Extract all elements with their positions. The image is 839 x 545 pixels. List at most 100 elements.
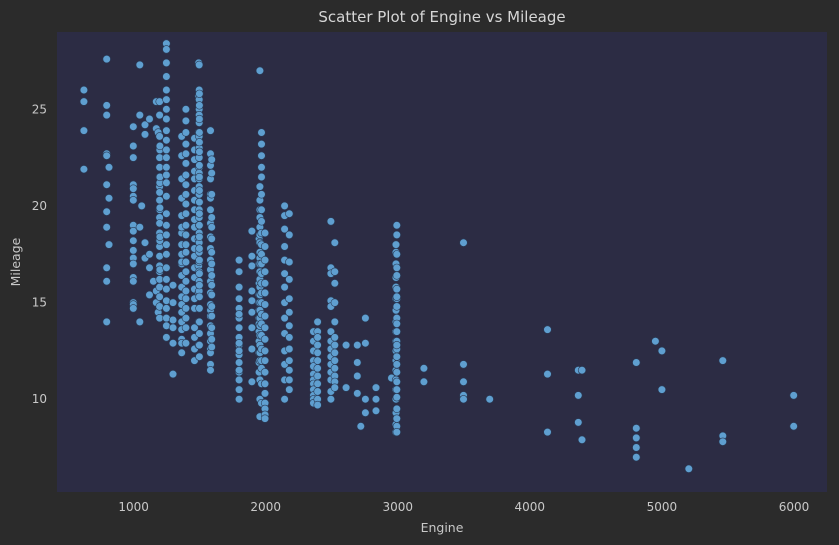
data-point xyxy=(356,422,365,431)
data-point xyxy=(207,213,216,222)
data-point xyxy=(419,364,429,373)
data-point xyxy=(392,250,401,259)
data-point xyxy=(392,404,401,414)
data-point xyxy=(207,259,216,269)
data-point xyxy=(313,348,322,357)
data-point xyxy=(260,267,270,276)
data-point xyxy=(195,244,204,253)
data-point xyxy=(155,314,164,323)
data-point xyxy=(207,323,216,332)
data-point xyxy=(162,136,171,145)
data-point xyxy=(353,358,362,367)
data-point xyxy=(181,209,190,218)
data-point xyxy=(361,339,370,348)
data-point xyxy=(181,159,190,168)
data-point xyxy=(285,385,294,394)
data-point xyxy=(195,161,204,170)
data-point xyxy=(181,304,190,313)
data-point xyxy=(206,366,215,375)
data-point xyxy=(195,60,204,70)
data-point xyxy=(207,290,216,300)
data-point xyxy=(177,348,186,357)
data-point xyxy=(285,344,294,354)
data-point xyxy=(459,238,468,247)
data-point xyxy=(162,240,171,249)
data-point xyxy=(155,97,164,106)
x-tick-label: 3000 xyxy=(383,500,414,514)
data-point xyxy=(235,366,244,375)
data-point xyxy=(207,155,216,164)
data-point xyxy=(342,341,351,350)
data-point xyxy=(235,283,244,292)
data-point xyxy=(285,321,294,330)
data-point xyxy=(181,190,190,199)
data-point xyxy=(207,302,216,311)
data-point xyxy=(207,271,216,280)
data-point xyxy=(285,366,294,375)
data-point xyxy=(195,114,204,124)
data-point xyxy=(330,333,339,342)
data-point xyxy=(181,257,190,267)
data-point xyxy=(181,116,190,125)
data-point xyxy=(129,277,138,286)
data-point xyxy=(181,314,190,323)
data-point xyxy=(313,356,322,365)
data-point xyxy=(260,228,270,238)
data-point xyxy=(181,199,190,209)
data-point xyxy=(195,198,204,207)
data-point xyxy=(260,379,270,388)
data-point xyxy=(162,85,171,95)
data-point xyxy=(342,383,351,392)
data-point xyxy=(235,339,244,348)
data-point xyxy=(168,298,178,307)
data-point xyxy=(392,377,401,386)
data-point xyxy=(168,315,178,325)
data-point xyxy=(285,209,294,218)
data-point xyxy=(129,304,138,313)
data-point xyxy=(361,314,370,323)
data-point xyxy=(285,356,294,365)
data-point xyxy=(392,263,401,272)
data-point xyxy=(285,308,294,317)
data-point xyxy=(195,147,204,156)
data-point xyxy=(207,234,216,243)
data-point xyxy=(313,364,322,373)
data-point xyxy=(140,130,150,139)
data-point xyxy=(260,368,270,377)
data-point xyxy=(207,223,216,232)
data-point xyxy=(195,232,204,241)
data-point xyxy=(392,352,401,361)
data-point xyxy=(247,252,256,261)
data-point xyxy=(257,205,266,214)
data-point xyxy=(391,240,401,249)
data-point xyxy=(162,333,171,342)
data-point xyxy=(135,223,144,232)
data-point xyxy=(280,283,289,292)
data-point xyxy=(181,339,190,348)
data-point xyxy=(181,221,190,230)
data-point xyxy=(129,122,138,131)
data-point xyxy=(129,259,138,269)
data-point xyxy=(181,286,190,296)
data-point xyxy=(155,252,164,261)
data-point xyxy=(168,339,178,348)
data-point xyxy=(162,250,171,259)
data-point xyxy=(235,256,244,265)
data-point xyxy=(260,279,270,288)
data-point xyxy=(577,435,587,444)
data-point xyxy=(574,391,583,400)
data-point xyxy=(181,170,190,180)
data-point xyxy=(235,294,244,303)
data-point xyxy=(235,375,244,385)
data-point xyxy=(392,385,401,394)
data-point xyxy=(162,304,171,313)
data-point xyxy=(104,240,114,249)
data-point xyxy=(313,387,322,396)
data-point xyxy=(419,377,429,386)
data-point xyxy=(102,101,111,110)
data-point xyxy=(155,203,164,212)
data-point xyxy=(181,323,190,332)
data-point xyxy=(313,333,322,342)
data-point xyxy=(326,327,336,336)
data-point xyxy=(181,240,190,249)
